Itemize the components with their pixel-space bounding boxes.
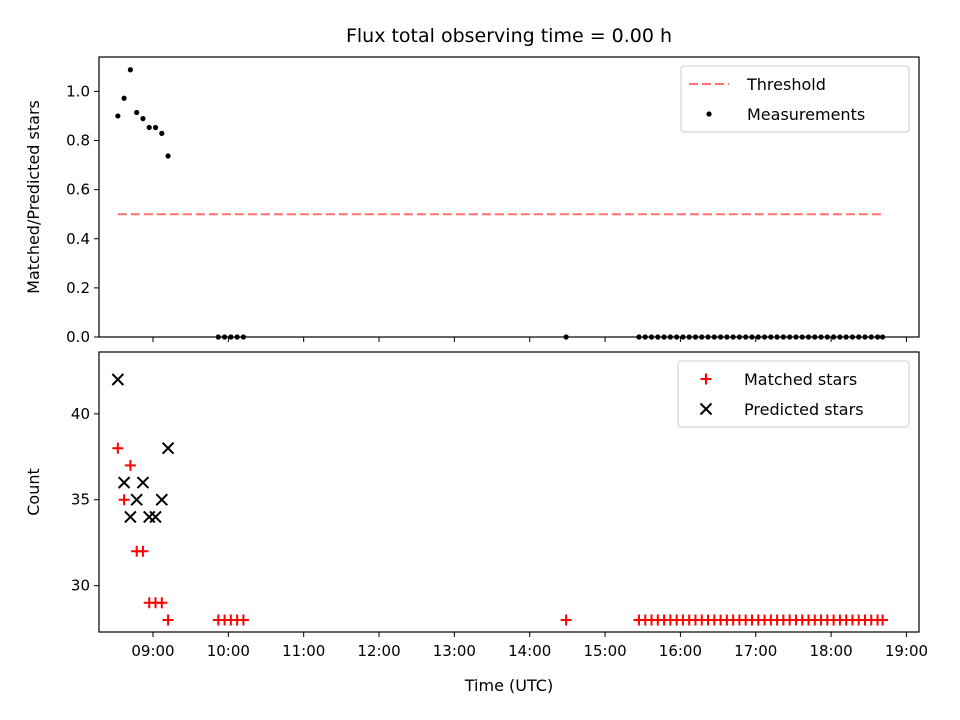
top-legend-frame (680, 65, 910, 133)
measurements-point (127, 67, 133, 73)
x-tick-label: 17:00 (734, 642, 777, 660)
x-axis-label: Time (UTC) (464, 676, 553, 695)
measurements-point (159, 130, 165, 136)
matched-stars-point (137, 545, 149, 557)
measurements-point (146, 124, 152, 131)
predicted-stars-legend-handle (699, 402, 713, 416)
bottom-y-tick-label: 40 (71, 405, 90, 423)
predicted-stars-point (124, 510, 137, 524)
x-tick-label: 19:00 (885, 642, 928, 660)
x-tick-label: 11:00 (282, 642, 325, 660)
top-y-tick-label: 0.8 (66, 132, 90, 150)
x-tick-label: 12:00 (357, 642, 400, 660)
predicted-stars-legend-label: Predicted stars (744, 400, 864, 419)
matched-stars-legend-label: Matched stars (744, 370, 857, 389)
top-y-tick-label: 0.4 (66, 230, 90, 248)
x-tick-label: 09:00 (131, 642, 174, 660)
predicted-stars-point (130, 493, 143, 506)
measurements-legend-handle (706, 111, 712, 117)
bottom-axes-frame (98, 351, 920, 633)
predicted-stars-point (155, 493, 168, 506)
top-axes-frame (98, 56, 920, 338)
matched-stars-point (124, 459, 136, 471)
matched-stars-legend-handle (700, 373, 712, 385)
matched-stars-point (162, 614, 174, 626)
measurements-point (165, 153, 171, 159)
matched-stars-point (156, 597, 168, 609)
measurements-point (134, 109, 140, 116)
top-y-axis-label: Matched/Predicted stars (24, 100, 43, 294)
bottom-y-tick-label: 35 (71, 491, 90, 509)
top-y-tick-label: 0.6 (66, 181, 90, 199)
measurements-point (121, 95, 127, 101)
x-tick-label: 10:00 (207, 642, 250, 660)
x-tick-label: 14:00 (508, 642, 551, 660)
chart-title: Flux total observing time = 0.00 h (346, 25, 672, 47)
predicted-stars-point (149, 510, 162, 524)
matched-stars-point (237, 614, 249, 626)
top-y-tick-label: 0.0 (66, 328, 90, 346)
top-legend: Threshold Measurements (680, 65, 910, 133)
measurements-point (115, 113, 121, 119)
top-panel: 0.0 0.2 0.4 0.6 0.8 1.0 Matched/Predicted star… (24, 56, 920, 346)
predicted-stars-point (136, 476, 150, 489)
matched-stars-point (877, 614, 889, 626)
predicted-stars-point (117, 476, 131, 489)
matched-stars-point (118, 494, 130, 506)
predicted-stars-point (111, 373, 125, 386)
matched-stars-point (112, 442, 124, 454)
predicted-stars-point (161, 441, 175, 455)
bottom-y-tick-label: 30 (71, 577, 90, 595)
bottom-legend: Matched stars Predicted stars (677, 360, 910, 428)
bottom-y-axis-label: Count (24, 468, 43, 516)
x-tick-label: 16:00 (659, 642, 702, 660)
top-y-tick-label: 1.0 (66, 82, 90, 100)
bottom-legend-frame (677, 360, 910, 428)
top-y-tick-label: 0.2 (66, 279, 90, 297)
measurements-point (152, 124, 159, 131)
matched-stars-point (560, 614, 572, 626)
threshold-legend-label: Threshold (746, 75, 826, 94)
measurements-point (140, 116, 146, 122)
x-tick-label: 13:00 (433, 642, 476, 660)
x-tick-label: 15:00 (583, 642, 626, 660)
measurements-legend-label: Measurements (747, 105, 865, 124)
x-tick-label: 18:00 (809, 642, 852, 660)
bottom-panel: 30 35 40 09:00 10:00 11:00 12:00 13:00 14:00 15:0… (24, 351, 928, 660)
